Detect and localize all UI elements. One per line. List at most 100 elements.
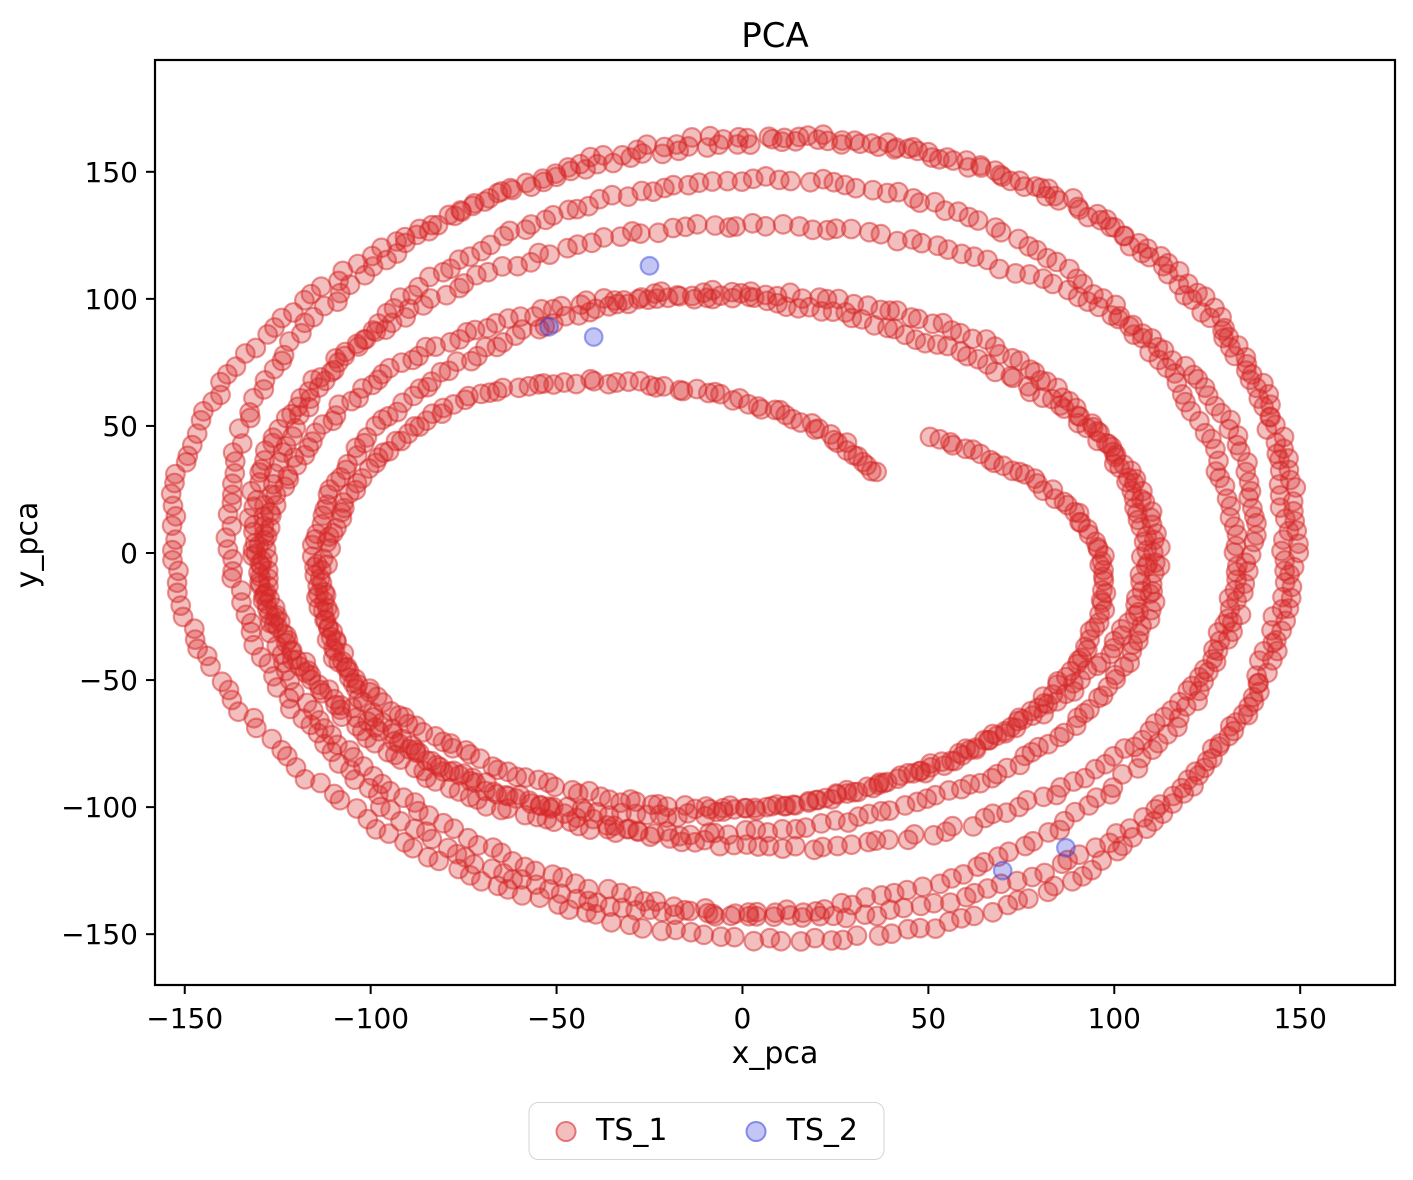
ts1-point [1093,559,1114,581]
ts1-point [417,846,439,868]
ts2-legend-label: TS_2 [786,1113,858,1148]
ts1-point [941,868,962,889]
ts1-point [925,918,946,939]
ts1-point [1197,385,1219,407]
ts1-point [275,632,297,654]
ts1-point [701,171,723,192]
ts1-point [1148,349,1170,371]
ts1-point [499,220,521,242]
ts1-point [443,818,465,840]
ts1-point [651,920,673,942]
ts1-point [542,864,564,885]
ts1-point [921,147,943,168]
ts1-point [1037,881,1059,903]
ts1-point [1006,870,1028,892]
ts1-point [763,906,785,928]
ts1-point [283,681,305,703]
legend-item-ts1: TS_1 [555,1116,668,1146]
ts1-point [743,930,765,952]
ts1-point [808,418,830,440]
legend: TS_1 TS_2 [528,1102,885,1160]
ts1-point [1002,460,1023,482]
ts1-point [1044,185,1066,207]
ts1-point [868,136,889,158]
ts1-point [389,287,411,309]
ts1-point [492,377,514,399]
ts1-point [589,188,610,210]
ts1-point [1051,853,1073,875]
ts1-point [1067,707,1088,729]
ts1-point [221,515,243,537]
ts1-point [1248,681,1270,703]
ts1-point [520,176,542,198]
ts1-point [323,688,345,710]
ts1-point [1227,335,1249,356]
ts1-point [877,317,898,339]
ts1-point [581,232,603,254]
x-tick-label: −150 [146,1002,223,1035]
ts1-point [738,902,759,923]
ts1-point [998,841,1020,863]
y-tick-label: 150 [85,156,138,189]
ts1-point [623,885,645,907]
ts1-point [221,484,243,506]
y-tick-label: 100 [85,283,138,316]
ts1-point [929,873,951,895]
ts1-point [215,527,237,549]
ts1-point [897,829,919,851]
ts1-point [780,170,802,192]
ts2-point [1055,837,1076,858]
ts1-point [911,232,932,254]
ts1-point [1261,649,1283,671]
ts1-point [168,560,189,582]
ts1-point [858,831,879,853]
ts1-point [421,214,443,236]
ts1-point [906,791,928,813]
ts1-point [910,895,932,917]
ts1-point [663,896,685,918]
ts1-point [222,548,244,570]
x-tick-label: 50 [911,1002,947,1035]
ts1-point [803,839,825,861]
ts1-point [245,337,267,359]
ts1-point [590,786,612,808]
ts1-point [459,246,481,268]
ts1-point [1223,720,1245,742]
ts1-point [1065,715,1087,736]
ts1-point [900,307,922,328]
ts1-point [854,904,876,925]
ts1-point [533,171,554,193]
ts1-point [680,921,702,943]
ts1-point [659,828,681,849]
x-tick-label: 0 [734,1002,752,1035]
ts1-point [610,226,631,248]
chart-title: PCA [741,16,809,56]
ts1-point [602,152,624,174]
ts1-point [514,804,536,826]
ts1-point [708,134,730,156]
x-tick-label: −50 [527,1002,586,1035]
ts1-point [603,815,625,837]
ts1-point [939,892,961,914]
ts1-point [990,221,1012,243]
ts1-point [1036,371,1058,393]
ts1-point [418,805,440,826]
ts1-point [250,646,272,668]
ts1-point [471,870,492,892]
ts1-point [641,794,663,816]
ts1-point [613,290,635,311]
ts1-point [227,701,249,723]
ts1-point [384,730,406,752]
ts1-point [718,217,740,238]
ts1-point [1129,564,1151,585]
ts1-point [962,816,984,837]
ts1-point [1038,822,1059,843]
ts1-point [758,835,780,857]
ts1-point [491,256,513,277]
ts1-point [865,830,887,851]
ts1-point [1033,786,1054,808]
ts1-point [1252,372,1274,394]
ts1-point [1085,787,1107,809]
ts1-point [1273,438,1294,460]
ts1-point [235,604,257,626]
